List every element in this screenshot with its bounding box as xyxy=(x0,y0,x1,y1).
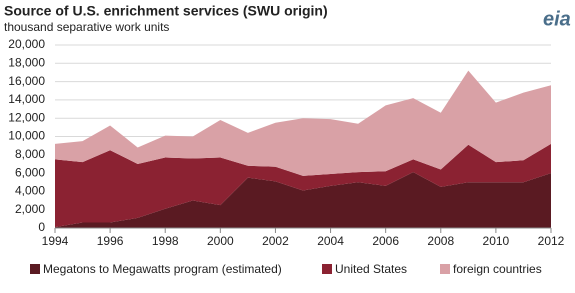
y-tick-label: 18,000 xyxy=(8,55,45,69)
y-tick-label: 4,000 xyxy=(15,184,45,198)
area xyxy=(55,70,551,176)
x-tick-label: 2002 xyxy=(262,234,289,248)
legend-label: Megatons to Megawatts program (estimated… xyxy=(43,262,282,276)
x-tick-label: 1998 xyxy=(152,234,179,248)
y-tick-label: 0 xyxy=(38,220,45,234)
y-tick-label: 8,000 xyxy=(15,147,45,161)
y-tick-label: 2,000 xyxy=(15,202,45,216)
x-tick-label: 1994 xyxy=(42,234,69,248)
legend-swatch xyxy=(440,264,450,274)
y-tick-label: 10,000 xyxy=(8,129,45,143)
y-tick-label: 16,000 xyxy=(8,74,45,88)
x-tick-label: 1996 xyxy=(97,234,124,248)
legend-swatch xyxy=(322,264,332,274)
x-tick-label: 2004 xyxy=(317,234,344,248)
chart-title: Source of U.S. enrichment services (SWU … xyxy=(4,3,328,19)
x-tick-label: 2010 xyxy=(483,234,510,248)
area xyxy=(55,143,551,228)
legend-swatch xyxy=(30,264,40,274)
x-tick-label: 2012 xyxy=(538,234,565,248)
legend-label: United States xyxy=(335,262,407,276)
y-tick-label: 14,000 xyxy=(8,92,45,106)
x-tick-label: 2008 xyxy=(427,234,454,248)
x-tick-label: 2006 xyxy=(372,234,399,248)
y-tick-label: 12,000 xyxy=(8,110,45,124)
legend-label: foreign countries xyxy=(453,262,542,276)
y-tick-label: 6,000 xyxy=(15,165,45,179)
area xyxy=(55,172,551,228)
x-tick-label: 2000 xyxy=(207,234,234,248)
y-tick-label: 20,000 xyxy=(8,37,45,51)
chart-subtitle: thousand separative work units xyxy=(4,20,169,34)
logo: eia xyxy=(543,8,571,30)
